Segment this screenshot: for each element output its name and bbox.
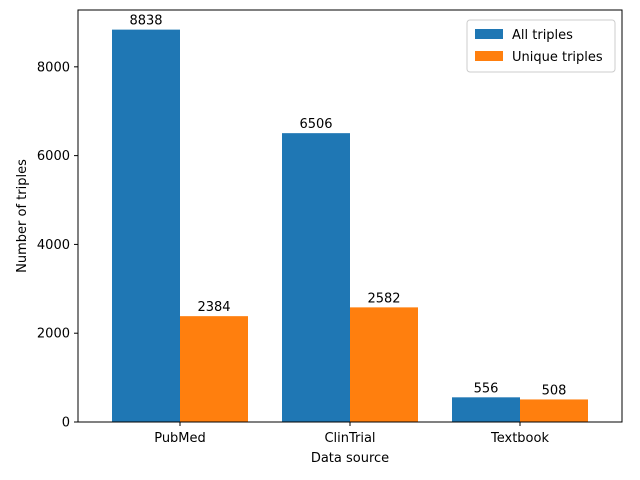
x-tick-label-textbook: Textbook (490, 431, 549, 446)
bar-value-label-all-triples-pubmed: 8838 (129, 14, 162, 29)
legend-swatch-all-triples (475, 29, 503, 39)
y-tick-label-4000: 4000 (37, 238, 70, 253)
legend-box (466, 19, 616, 73)
bar-value-label-unique-triples-pubmed: 2384 (197, 300, 230, 315)
x-axis-label: Data source (311, 451, 389, 466)
bar-value-label-unique-triples-textbook: 508 (542, 383, 567, 398)
legend-label-all-triples: All triples (512, 28, 573, 43)
y-tick-label-6000: 6000 (37, 149, 70, 164)
bar-value-label-all-triples-clintrial: 6506 (299, 117, 332, 132)
y-tick-label-2000: 2000 (37, 327, 70, 342)
legend: All triples Unique triples (466, 19, 616, 73)
bar-unique-triples-clintrial (350, 307, 418, 422)
bar-all-triples-pubmed (112, 29, 180, 422)
legend-swatch-unique-triples (475, 51, 503, 61)
bar-unique-triples-textbook (520, 399, 588, 422)
plot-frame (77, 9, 623, 423)
bar-all-triples-textbook (452, 397, 520, 422)
bar-value-label-all-triples-textbook: 556 (474, 381, 499, 396)
y-tick-label-8000: 8000 (37, 60, 70, 75)
bar-all-triples-clintrial (282, 133, 350, 422)
legend-label-unique-triples: Unique triples (512, 50, 603, 65)
bar-unique-triples-pubmed (180, 316, 248, 422)
bars-layer (112, 29, 588, 422)
x-axis: PubMed ClinTrial Textbook (154, 422, 549, 446)
y-axis-label: Number of triples (15, 159, 30, 273)
y-axis: 0 2000 4000 6000 8000 (37, 60, 78, 431)
x-tick-label-clintrial: ClinTrial (324, 431, 375, 446)
bar-value-label-unique-triples-clintrial: 2582 (367, 291, 400, 306)
x-tick-label-pubmed: PubMed (154, 431, 206, 446)
bar-labels-layer: 8838 2384 6506 2582 556 508 (129, 14, 566, 399)
y-tick-label-0: 0 (62, 416, 70, 431)
